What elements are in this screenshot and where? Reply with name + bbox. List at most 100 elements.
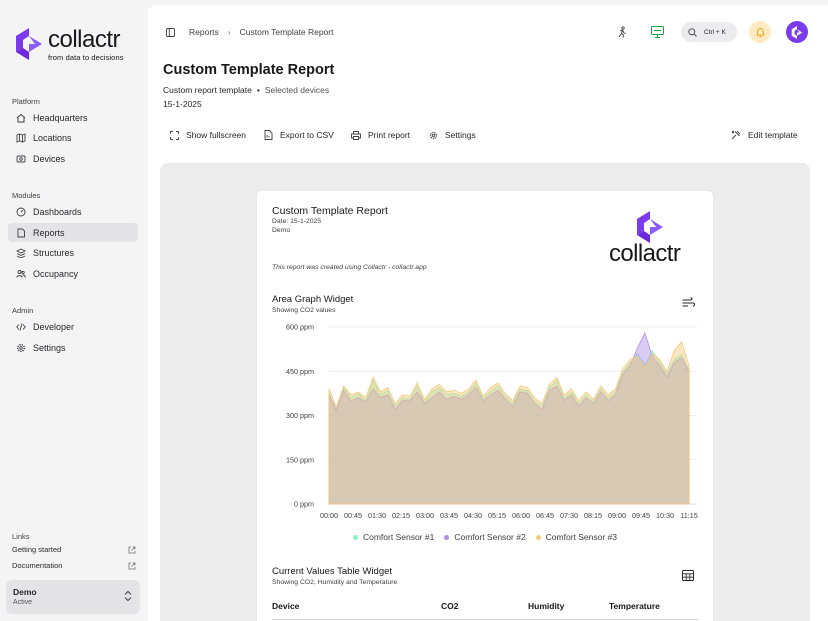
x-tick-label: 01:30 (368, 511, 386, 520)
export-csv-button[interactable]: Export to CSV (264, 130, 334, 140)
edit-template-icon (731, 130, 741, 140)
link-label: Getting started (12, 545, 62, 554)
org-status: Active (13, 599, 33, 606)
sidebar-item-label: Occupancy (33, 268, 79, 279)
main-panel: Reports › Custom Template Report Ctrl + … (148, 5, 828, 621)
action-label: Export to CSV (280, 130, 334, 140)
dashboard-icon (16, 207, 26, 217)
link-documentation[interactable]: Documentation (12, 561, 136, 570)
table-widget-subtitle: Showing CO2, Humidity and Temperature (272, 579, 398, 586)
legend-label: Comfort Sensor #2 (454, 532, 526, 542)
external-link-icon (128, 546, 136, 553)
structure-icon (16, 247, 26, 258)
monitor-icon[interactable] (651, 26, 664, 38)
column-header-temperature[interactable]: Temperature (609, 601, 660, 611)
collactr-logo-icon (16, 28, 42, 60)
report-logo-text: collactr (609, 240, 681, 267)
link-getting-started[interactable]: Getting started (12, 545, 136, 554)
section-title-modules: Modules (12, 191, 41, 200)
report-org: Demo (272, 227, 291, 234)
bell-icon (755, 27, 765, 37)
fullscreen-icon (170, 130, 179, 140)
print-report-button[interactable]: Print report (351, 130, 410, 140)
x-tick-label: 10:30 (656, 511, 674, 520)
code-icon (16, 322, 26, 332)
sidebar-item-label: Dashboards (33, 206, 82, 217)
sidebar-item-label: Headquarters (33, 112, 88, 123)
settings-button[interactable]: Settings (429, 130, 476, 140)
sidebar-item-reports[interactable]: Reports (8, 223, 138, 242)
brand-name: collactr (48, 26, 121, 53)
report-date: 15-1-2025 (163, 99, 202, 109)
report-page: Custom Template Report Date: 15-1-2025 D… (257, 191, 713, 621)
section-title-platform: Platform (12, 97, 40, 106)
page-title: Custom Template Report (163, 62, 335, 78)
section-title-admin: Admin (12, 306, 34, 315)
tour-icon[interactable] (616, 26, 628, 38)
y-tick-label: 150 ppm (286, 455, 314, 464)
area-widget-title: Area Graph Widget (272, 294, 354, 305)
chevron-up-down-icon (124, 590, 132, 602)
y-tick-label: 450 ppm (286, 367, 314, 376)
sidebar-item-headquarters[interactable]: Headquarters (8, 108, 138, 127)
report-note: This report was created using Collactr -… (272, 264, 427, 271)
notifications-button[interactable] (749, 21, 771, 43)
sidebar-item-structures[interactable]: Structures (8, 243, 138, 262)
map-icon (16, 132, 26, 143)
legend-item-sensor-1[interactable]: Comfort Sensor #1 (352, 532, 435, 542)
column-header-humidity[interactable]: Humidity (528, 601, 565, 611)
search-icon (688, 27, 697, 37)
brand-tagline: from data to decisions (48, 53, 124, 62)
page-subtitle: Custom report template • Selected devices (163, 85, 330, 95)
sidebar-item-locations[interactable]: Locations (8, 128, 138, 147)
column-header-co2[interactable]: CO2 (441, 601, 459, 611)
search-shortcut: Ctrl + K (704, 28, 726, 36)
home-icon (16, 113, 26, 123)
sidebar-item-developer[interactable]: Developer (8, 317, 138, 336)
show-fullscreen-button[interactable]: Show fullscreen (170, 130, 246, 140)
x-tick-label: 09:45 (632, 511, 650, 520)
sidebar-item-label: Settings (33, 342, 66, 353)
gear-icon (16, 343, 26, 353)
legend-swatch (352, 534, 358, 540)
edit-template-button[interactable]: Edit template (731, 130, 798, 140)
collactr-avatar-icon (791, 25, 803, 39)
x-tick-label: 03:00 (416, 511, 434, 520)
x-tick-label: 09:00 (608, 511, 626, 520)
legend-item-sensor-2[interactable]: Comfort Sensor #2 (444, 532, 526, 542)
table-icon[interactable] (682, 570, 694, 581)
x-tick-label: 00:00 (320, 511, 338, 520)
device-icon (16, 154, 26, 164)
area-widget-subtitle: Showing CO2 values (272, 307, 336, 314)
people-icon (16, 269, 26, 279)
avatar[interactable] (786, 21, 808, 43)
organization-switcher[interactable]: Demo Active (6, 580, 140, 614)
wind-icon[interactable] (682, 297, 695, 309)
sidebar-item-occupancy[interactable]: Occupancy (8, 264, 138, 283)
sidebar-item-label: Structures (33, 247, 75, 258)
search-button[interactable]: Ctrl + K (681, 22, 737, 42)
x-tick-label: 06:00 (512, 511, 530, 520)
y-tick-label: 0 ppm (294, 500, 314, 509)
chart-legend: Comfort Sensor #1 Comfort Sensor #2 Comf… (257, 532, 713, 542)
legend-label: Comfort Sensor #1 (362, 532, 435, 542)
area-series-comfort-sensor-2 (328, 331, 690, 505)
template-name: Custom report template (163, 85, 252, 95)
sidebar-item-label: Reports (33, 227, 65, 238)
x-tick-label: 06:45 (536, 511, 554, 520)
column-header-device[interactable]: Device (272, 601, 300, 611)
legend-item-sensor-3[interactable]: Comfort Sensor #3 (535, 532, 618, 542)
sidebar-item-settings[interactable]: Settings (8, 338, 138, 357)
y-tick-label: 600 ppm (286, 323, 314, 332)
file-export-icon (264, 130, 273, 140)
external-link-icon (128, 562, 136, 569)
legend-label: Comfort Sensor #3 (545, 532, 618, 542)
breadcrumb: Reports › Custom Template Report (189, 27, 333, 37)
sidebar-toggle-icon[interactable] (166, 28, 175, 37)
table-divider (272, 619, 698, 620)
breadcrumb-reports[interactable]: Reports (189, 27, 219, 37)
sidebar-item-dashboards[interactable]: Dashboards (8, 202, 138, 221)
sidebar-item-devices[interactable]: Devices (8, 149, 138, 168)
brand-logo[interactable]: collactr from data to decisions (16, 28, 124, 62)
legend-swatch (444, 534, 450, 540)
